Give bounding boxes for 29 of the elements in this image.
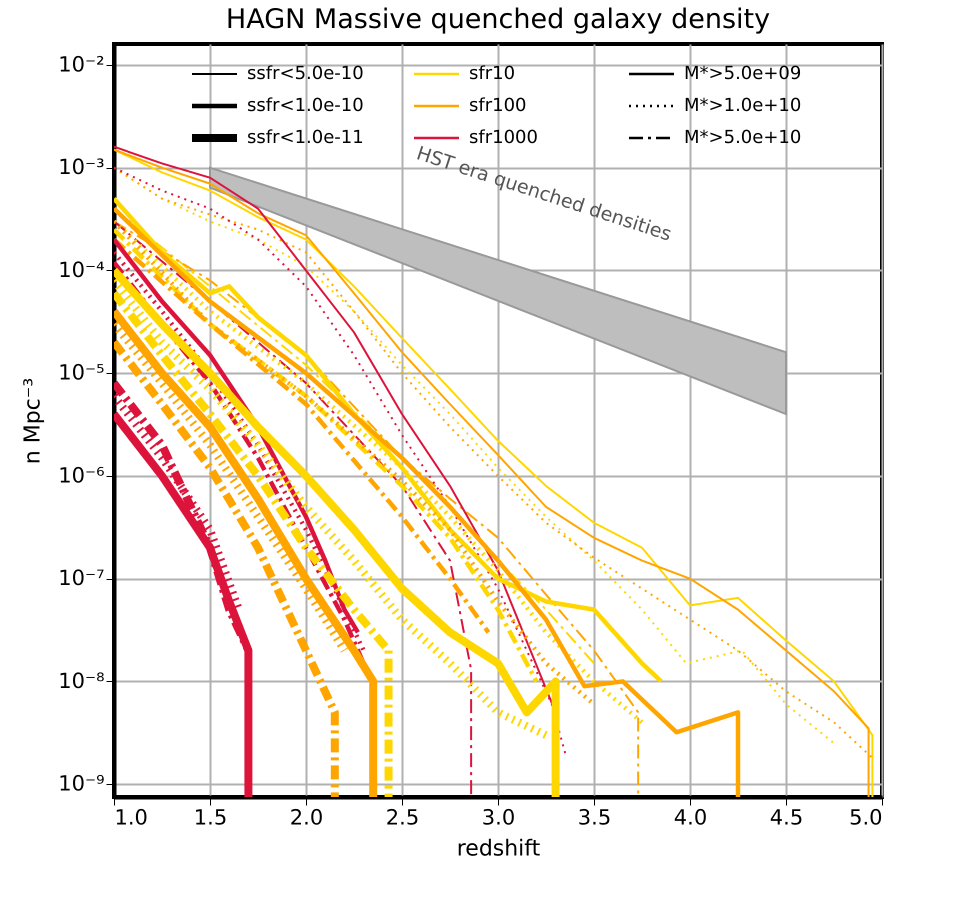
y-tick-label: 10⁻²	[58, 52, 104, 76]
annotation: M*>5.0e+09	[684, 63, 802, 84]
annotation: M*>1.0e+10	[684, 95, 802, 116]
annotation: ssfr<1.0e-10	[247, 95, 364, 116]
annotation: sfr10	[469, 63, 516, 84]
annotation: ssfr<1.0e-11	[247, 127, 364, 148]
y-tick-label: 10⁻⁹	[58, 772, 104, 796]
y-tick-label: 10⁻⁴	[58, 258, 104, 282]
y-tick-label: 10⁻⁸	[58, 668, 104, 693]
y-tick-label: 10⁻³	[58, 155, 104, 180]
annotation: M*>5.0e+10	[684, 127, 802, 148]
x-tick-label: 2.5	[386, 806, 420, 830]
annotation: sfr100	[469, 95, 526, 116]
x-tick-label: 4.5	[770, 806, 804, 830]
x-tick-label: 4.0	[674, 806, 708, 830]
annotation: sfr1000	[469, 127, 538, 148]
x-tick-label: 3.0	[482, 806, 516, 830]
chart-title: HAGN Massive quenched galaxy density	[226, 4, 770, 35]
x-tick-label: 2.0	[290, 806, 324, 830]
x-tick-label: 1.0	[114, 806, 148, 830]
y-tick-label: 10⁻⁵	[58, 360, 104, 385]
y-axis-title: n Mpc⁻³	[20, 378, 46, 464]
x-tick-label: 5.0	[849, 806, 882, 830]
x-tick-label: 1.5	[194, 806, 228, 830]
x-tick-label: 3.5	[578, 806, 612, 830]
y-tick-label: 10⁻⁷	[58, 566, 104, 590]
y-tick-label: 10⁻⁶	[58, 463, 104, 488]
annotation: ssfr<5.0e-10	[247, 63, 364, 84]
x-axis-title: redshift	[456, 836, 541, 862]
